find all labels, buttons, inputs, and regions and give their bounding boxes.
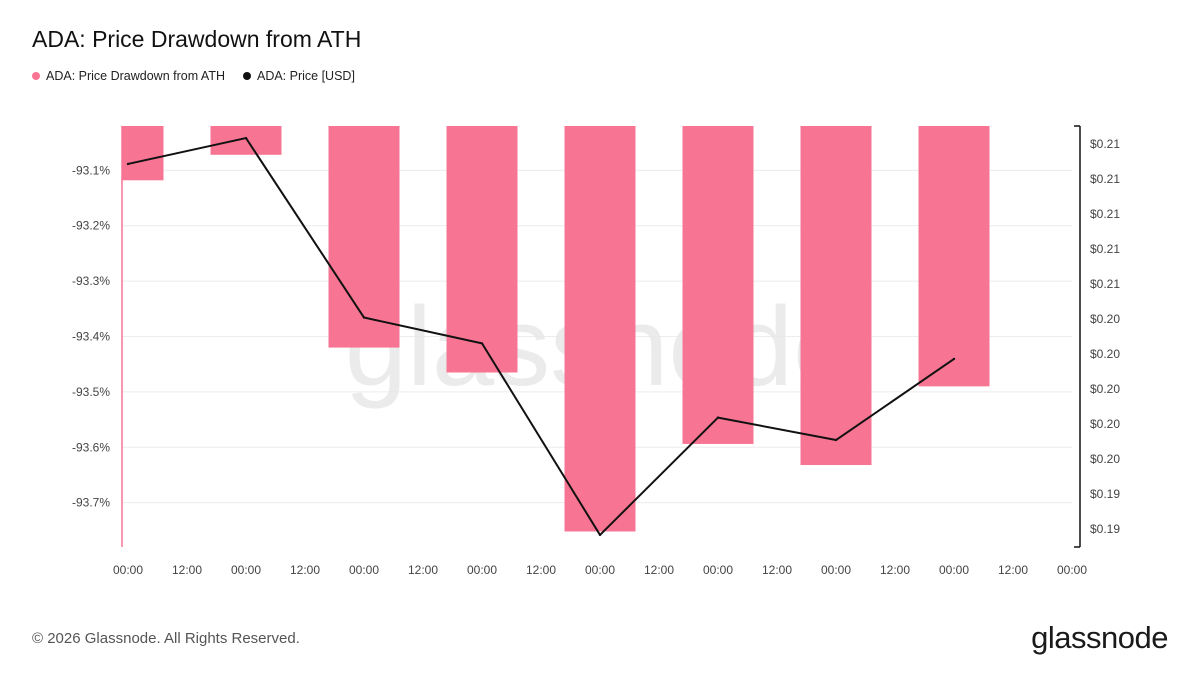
- bar-7: [918, 126, 990, 387]
- right-tick-label-9: $0.20: [1090, 452, 1120, 466]
- price-point-2: [362, 316, 366, 319]
- legend-swatch-drawdown: [32, 72, 40, 80]
- x-tick-label-10: 00:00: [703, 563, 733, 577]
- right-tick-label-8: $0.20: [1090, 417, 1120, 431]
- chart-title: ADA: Price Drawdown from ATH: [32, 26, 362, 52]
- x-tick-label-4: 00:00: [349, 563, 379, 577]
- x-tick-label-11: 12:00: [762, 563, 792, 577]
- left-tick-label-0: -93.1%: [72, 163, 110, 177]
- right-tick-label-0: $0.21: [1090, 137, 1120, 151]
- price-line-series: [126, 136, 956, 537]
- bar-3: [446, 126, 518, 373]
- x-tick-label-9: 12:00: [644, 563, 674, 577]
- left-tick-label-4: -93.5%: [72, 385, 110, 399]
- x-tick-label-3: 12:00: [290, 563, 320, 577]
- bar-5: [682, 126, 754, 444]
- bar-series: [122, 126, 990, 532]
- x-tick-label-8: 00:00: [585, 563, 615, 577]
- axes: -93.1% -93.2% -93.3% -93.4% -93.5% -93.6% -93.…: [72, 125, 1120, 577]
- right-tick-label-1: $0.21: [1090, 172, 1120, 186]
- bar-6: [800, 126, 872, 466]
- bar-1: [210, 126, 282, 155]
- price-point-6: [834, 438, 838, 442]
- right-tick-label-11: $0.19: [1090, 522, 1120, 536]
- x-tick-label-1: 12:00: [172, 563, 202, 577]
- price-point-1: [244, 136, 248, 140]
- x-tick-label-16: 00:00: [1057, 563, 1087, 577]
- right-tick-label-6: $0.20: [1090, 347, 1120, 361]
- x-tick-label-2: 00:00: [231, 563, 261, 577]
- footer-copyright: © 2026 Glassnode. All Rights Reserved.: [32, 630, 300, 647]
- right-tick-label-2: $0.21: [1090, 207, 1120, 221]
- x-tick-label-13: 12:00: [880, 563, 910, 577]
- x-tick-label-14: 00:00: [939, 563, 969, 577]
- legend-swatch-price: [242, 72, 251, 80]
- left-tick-label-2: -93.3%: [72, 274, 110, 288]
- price-point-7: [952, 357, 956, 361]
- left-tick-label-5: -93.6%: [72, 440, 110, 454]
- x-tick-label-15: 12:00: [998, 563, 1028, 577]
- brand-logo-glassnode[interactable]: glassnode: [1031, 620, 1168, 655]
- chart-plot: glassnode -93.1%-93.2%-93.3%-93.4%-93.5%…: [72, 125, 1120, 577]
- legend-label-price: ADA: Price [USD]: [256, 69, 355, 83]
- price-point-0: [126, 162, 130, 166]
- right-tick-label-10: $0.19: [1090, 487, 1120, 501]
- bar-4: [564, 126, 636, 532]
- legend-label-drawdown: ADA: Price Drawdown from ATH: [46, 69, 225, 83]
- legend-item-drawdown[interactable]: ADA: Price Drawdown from ATH: [32, 69, 225, 83]
- price-point-3: [480, 342, 484, 345]
- bar-0: [122, 126, 164, 181]
- x-tick-label-7: 12:00: [526, 563, 556, 577]
- x-tick-label-12: 00:00: [821, 563, 851, 577]
- right-tick-label-4: $0.21: [1090, 277, 1120, 291]
- left-tick-label-3: -93.4%: [72, 330, 110, 344]
- price-line: [127, 137, 955, 536]
- x-tick-label-0: 00:00: [113, 563, 143, 577]
- x-tick-label-6: 00:00: [467, 563, 497, 577]
- right-tick-label-3: $0.21: [1090, 242, 1120, 256]
- price-point-4: [598, 533, 602, 537]
- left-tick-label-1: -93.2%: [72, 219, 110, 233]
- legend-item-price[interactable]: ADA: Price [USD]: [242, 69, 355, 83]
- right-tick-label-5: $0.20: [1090, 312, 1120, 326]
- price-point-5: [716, 416, 720, 419]
- x-tick-label-5: 12:00: [408, 563, 438, 577]
- right-tick-label-7: $0.20: [1090, 382, 1120, 396]
- left-tick-label-6: -93.7%: [72, 496, 110, 510]
- legend: ADA: Price Drawdown from ATH ADA: Price …: [32, 68, 373, 84]
- bar-2: [328, 126, 400, 348]
